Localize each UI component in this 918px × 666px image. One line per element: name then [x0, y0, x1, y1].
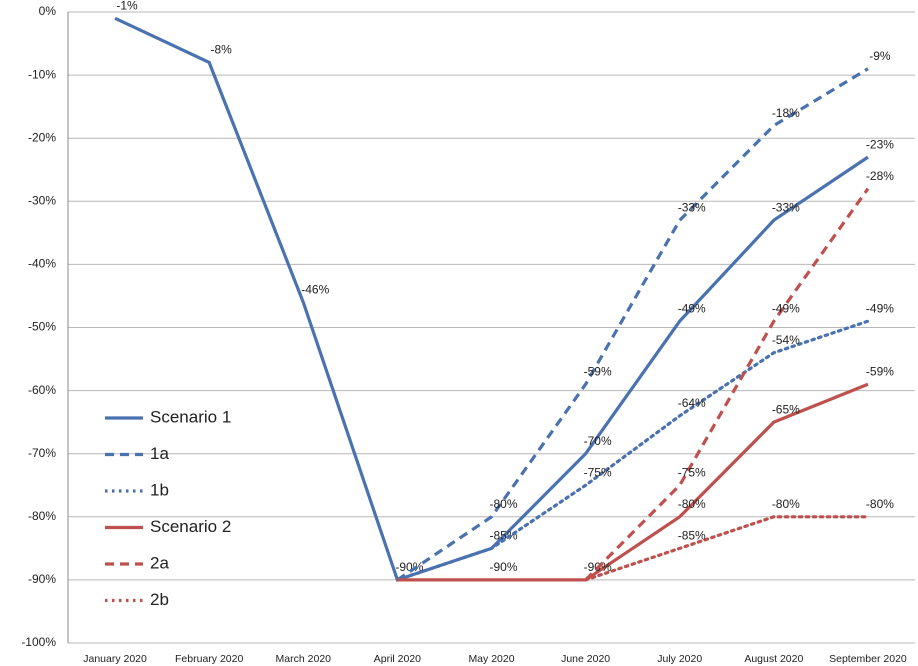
- x-tick-label: April 2020: [374, 653, 421, 665]
- legend-label: 1b: [150, 480, 169, 499]
- data-label: -80%: [772, 497, 800, 511]
- data-label: -49%: [678, 301, 706, 315]
- data-label: -85%: [489, 529, 517, 543]
- data-label: -23%: [866, 137, 894, 151]
- x-tick-label: May 2020: [468, 653, 514, 665]
- data-label: -8%: [210, 43, 232, 57]
- legend-label: Scenario 1: [150, 407, 231, 426]
- data-label: -59%: [584, 364, 612, 378]
- y-tick-label: -40%: [28, 257, 56, 271]
- series-line: [584, 187, 870, 582]
- data-label: -33%: [678, 200, 706, 214]
- data-label: -64%: [678, 396, 706, 410]
- y-tick-label: -10%: [28, 67, 56, 81]
- legend-label: 2b: [150, 590, 169, 609]
- legend-label: Scenario 2: [150, 517, 231, 536]
- x-tick-label: February 2020: [175, 653, 243, 665]
- y-tick-label: -100%: [21, 635, 56, 649]
- data-label: -75%: [584, 465, 612, 479]
- data-label: -59%: [866, 364, 894, 378]
- y-tick-label: -80%: [28, 509, 56, 523]
- series-line: [584, 515, 870, 582]
- data-label: -54%: [772, 333, 800, 347]
- x-tick-label: September 2020: [829, 653, 907, 665]
- data-label: -28%: [866, 169, 894, 183]
- data-label: -49%: [866, 301, 894, 315]
- data-label: -85%: [678, 529, 706, 543]
- series-line: [396, 67, 869, 582]
- x-tick-label: July 2020: [657, 653, 702, 665]
- y-tick-label: -20%: [28, 130, 56, 144]
- data-label: -80%: [678, 497, 706, 511]
- data-label: -49%: [772, 301, 800, 315]
- y-tick-label: -70%: [28, 446, 56, 460]
- y-tick-label: -90%: [28, 572, 56, 586]
- x-tick-label: January 2020: [83, 653, 147, 665]
- data-label: -90%: [489, 560, 517, 574]
- y-tick-label: -50%: [28, 320, 56, 334]
- data-label: -80%: [489, 497, 517, 511]
- series-line: [397, 382, 869, 582]
- data-label: -1%: [116, 0, 138, 12]
- data-label: -46%: [301, 282, 329, 296]
- series-line: [114, 16, 869, 582]
- data-label: -75%: [678, 465, 706, 479]
- data-label: -70%: [584, 434, 612, 448]
- series-line: [395, 319, 870, 582]
- data-label: -65%: [772, 402, 800, 416]
- x-tick-label: March 2020: [276, 653, 332, 665]
- legend-label: 2a: [150, 553, 169, 572]
- y-tick-label: 0%: [39, 4, 57, 18]
- y-tick-label: -30%: [28, 193, 56, 207]
- data-label: -18%: [772, 106, 800, 120]
- data-label: -33%: [772, 200, 800, 214]
- y-tick-label: -60%: [28, 383, 56, 397]
- legend-label: 1a: [150, 444, 169, 463]
- x-tick-label: August 2020: [744, 653, 803, 665]
- x-tick-label: June 2020: [561, 653, 610, 665]
- data-label: -80%: [866, 497, 894, 511]
- data-label: -9%: [869, 49, 891, 63]
- data-label: -90%: [395, 560, 423, 574]
